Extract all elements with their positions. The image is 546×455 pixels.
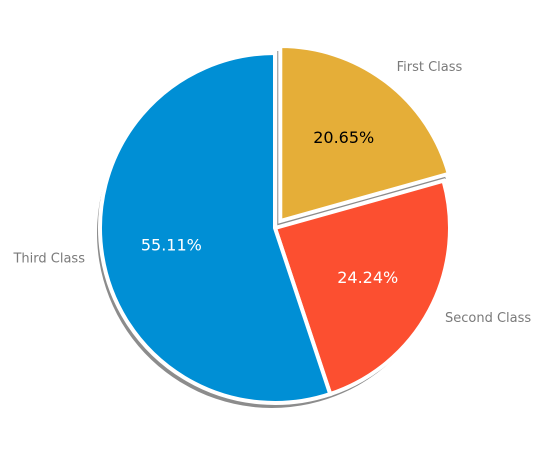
- third-class-slice: [98, 50, 333, 405]
- pie-label-layer: 20.65% First Class 24.24% Second Class 55.11…: [12, 60, 531, 326]
- third-class-category-label: Third Class: [12, 251, 85, 266]
- first-class-percent-label: 20.65%: [313, 128, 374, 147]
- second-class-category-label: Second Class: [445, 311, 531, 326]
- pie-slice-layer: [98, 44, 452, 405]
- third-class-percent-label: 55.11%: [141, 235, 202, 254]
- second-class-percent-label: 24.24%: [337, 268, 398, 287]
- first-class-category-label: First Class: [397, 60, 463, 75]
- second-class-slice: [272, 178, 452, 397]
- first-class-slice: [278, 44, 452, 224]
